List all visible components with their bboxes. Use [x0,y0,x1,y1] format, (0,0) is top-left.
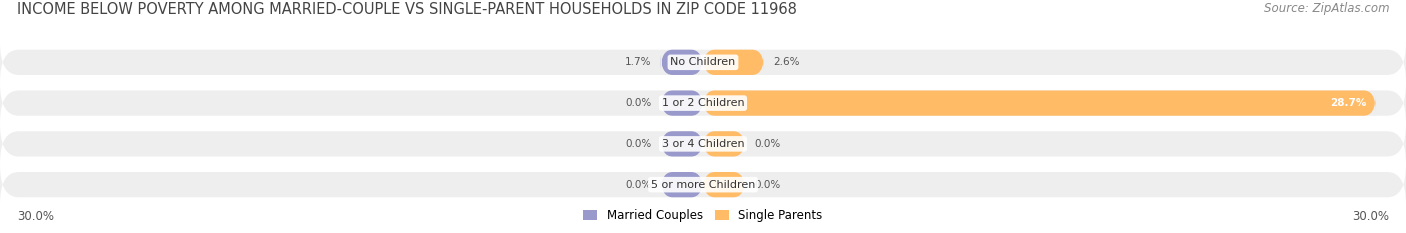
Text: 30.0%: 30.0% [17,210,53,223]
Text: 30.0%: 30.0% [1353,210,1389,223]
FancyBboxPatch shape [661,50,703,75]
FancyBboxPatch shape [703,50,763,75]
Text: No Children: No Children [671,57,735,67]
Text: 0.0%: 0.0% [626,180,651,190]
Text: Source: ZipAtlas.com: Source: ZipAtlas.com [1264,2,1389,15]
Text: 1.7%: 1.7% [624,57,651,67]
FancyBboxPatch shape [661,172,703,197]
FancyBboxPatch shape [661,90,703,116]
Text: 5 or more Children: 5 or more Children [651,180,755,190]
FancyBboxPatch shape [0,83,1406,123]
Text: 28.7%: 28.7% [1330,98,1367,108]
Text: 0.0%: 0.0% [755,139,780,149]
FancyBboxPatch shape [0,165,1406,205]
FancyBboxPatch shape [703,131,745,157]
Text: 0.0%: 0.0% [626,98,651,108]
Text: 1 or 2 Children: 1 or 2 Children [662,98,744,108]
FancyBboxPatch shape [703,90,1375,116]
FancyBboxPatch shape [703,172,745,197]
Text: 3 or 4 Children: 3 or 4 Children [662,139,744,149]
Text: INCOME BELOW POVERTY AMONG MARRIED-COUPLE VS SINGLE-PARENT HOUSEHOLDS IN ZIP COD: INCOME BELOW POVERTY AMONG MARRIED-COUPL… [17,2,797,17]
FancyBboxPatch shape [0,124,1406,164]
Text: 0.0%: 0.0% [626,139,651,149]
FancyBboxPatch shape [661,131,703,157]
Text: 0.0%: 0.0% [755,180,780,190]
FancyBboxPatch shape [0,42,1406,82]
Text: 2.6%: 2.6% [773,57,800,67]
Legend: Married Couples, Single Parents: Married Couples, Single Parents [579,205,827,227]
